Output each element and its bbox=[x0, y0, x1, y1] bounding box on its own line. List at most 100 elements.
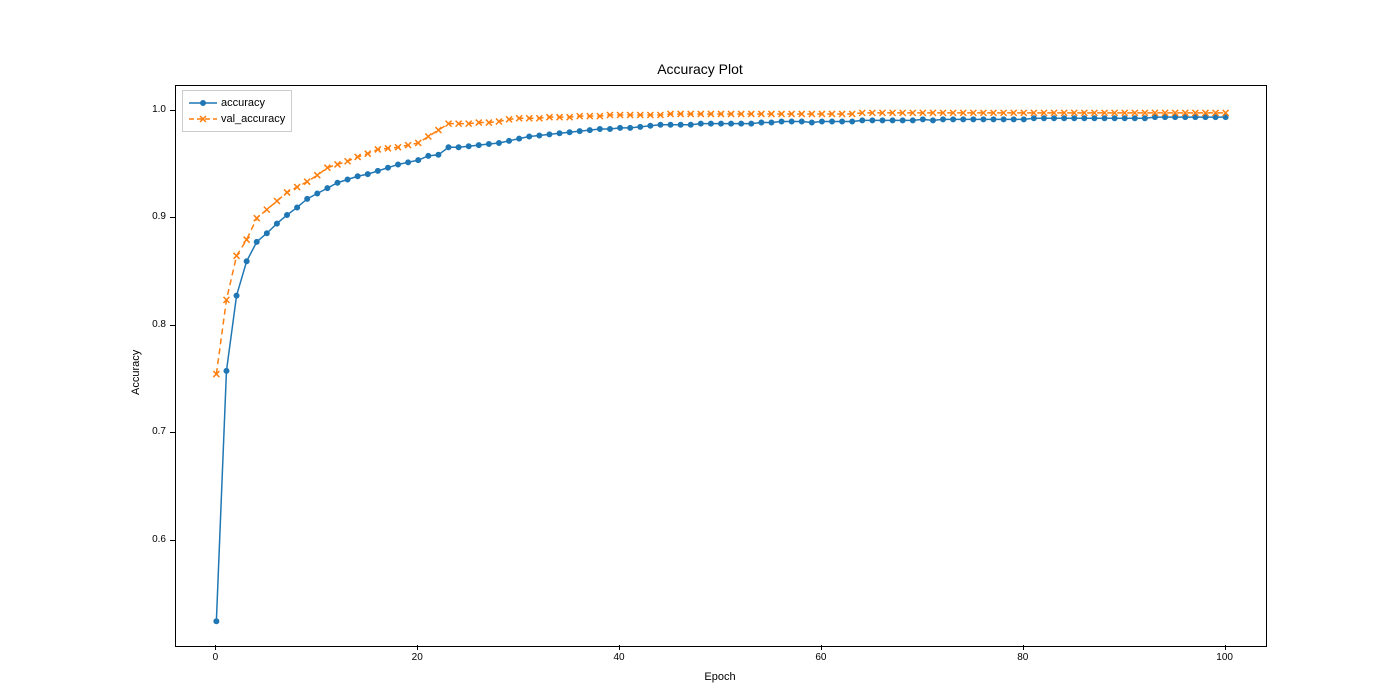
series-marker-accuracy bbox=[527, 134, 532, 139]
series-marker-accuracy bbox=[396, 162, 401, 167]
series-marker-accuracy bbox=[739, 121, 744, 126]
series-marker-accuracy bbox=[708, 121, 713, 126]
legend: accuracyval_accuracy bbox=[182, 90, 292, 132]
y-axis-label: Accuracy bbox=[130, 350, 142, 395]
x-tick bbox=[417, 645, 418, 650]
series-marker-accuracy bbox=[547, 132, 552, 137]
series-marker-val_accuracy bbox=[314, 172, 320, 178]
y-tick bbox=[170, 540, 175, 541]
series-marker-accuracy bbox=[789, 119, 794, 124]
plot-area: accuracyval_accuracy bbox=[175, 85, 1267, 647]
series-marker-accuracy bbox=[315, 191, 320, 196]
series-marker-accuracy bbox=[890, 118, 895, 123]
series-marker-accuracy bbox=[840, 119, 845, 124]
series-marker-accuracy bbox=[799, 119, 804, 124]
x-tick-label: 80 bbox=[1013, 652, 1033, 663]
series-marker-accuracy bbox=[880, 118, 885, 123]
x-tick bbox=[215, 645, 216, 650]
series-marker-val_accuracy bbox=[425, 134, 431, 140]
series-marker-accuracy bbox=[1062, 116, 1067, 121]
y-tick bbox=[170, 432, 175, 433]
series-marker-accuracy bbox=[1001, 117, 1006, 122]
series-marker-val_accuracy bbox=[345, 158, 351, 164]
x-tick bbox=[619, 645, 620, 650]
y-tick-label: 0.7 bbox=[152, 426, 166, 437]
series-marker-accuracy bbox=[1092, 116, 1097, 121]
series-marker-accuracy bbox=[587, 128, 592, 133]
series-marker-accuracy bbox=[749, 121, 754, 126]
series-marker-val_accuracy bbox=[304, 179, 310, 185]
series-marker-accuracy bbox=[406, 160, 411, 165]
series-marker-accuracy bbox=[900, 118, 905, 123]
x-tick-label: 60 bbox=[811, 652, 831, 663]
series-marker-accuracy bbox=[214, 619, 219, 624]
series-marker-accuracy bbox=[628, 125, 633, 130]
series-marker-accuracy bbox=[618, 125, 623, 130]
x-axis-label: Epoch bbox=[175, 671, 1265, 683]
plot-svg bbox=[176, 86, 1266, 646]
series-line-val_accuracy bbox=[216, 113, 1225, 374]
series-marker-accuracy bbox=[719, 121, 724, 126]
legend-label: val_accuracy bbox=[221, 113, 285, 125]
y-tick-label: 0.6 bbox=[152, 534, 166, 545]
series-marker-accuracy bbox=[517, 136, 522, 141]
series-marker-accuracy bbox=[264, 231, 269, 236]
y-tick-label: 0.8 bbox=[152, 319, 166, 330]
series-marker-accuracy bbox=[446, 145, 451, 150]
series-marker-accuracy bbox=[234, 293, 239, 298]
legend-sample bbox=[189, 97, 217, 109]
accuracy-chart: Accuracy Plot accuracyval_accuracy Epoch… bbox=[0, 0, 1400, 700]
x-tick bbox=[1225, 645, 1226, 650]
series-marker-accuracy bbox=[295, 205, 300, 210]
series-marker-accuracy bbox=[981, 117, 986, 122]
series-marker-accuracy bbox=[870, 118, 875, 123]
series-marker-accuracy bbox=[557, 131, 562, 136]
legend-item: val_accuracy bbox=[189, 111, 285, 127]
series-marker-accuracy bbox=[597, 126, 602, 131]
y-tick bbox=[170, 325, 175, 326]
series-marker-accuracy bbox=[1082, 116, 1087, 121]
series-marker-val_accuracy bbox=[284, 189, 290, 195]
series-marker-accuracy bbox=[436, 152, 441, 157]
series-marker-accuracy bbox=[416, 158, 421, 163]
series-marker-accuracy bbox=[850, 119, 855, 124]
series-marker-accuracy bbox=[1021, 117, 1026, 122]
series-marker-accuracy bbox=[698, 121, 703, 126]
x-tick-label: 100 bbox=[1215, 652, 1235, 663]
x-tick-label: 20 bbox=[407, 652, 427, 663]
series-marker-accuracy bbox=[224, 368, 229, 373]
series-marker-val_accuracy bbox=[234, 253, 240, 259]
series-marker-val_accuracy bbox=[264, 207, 270, 213]
series-marker-accuracy bbox=[941, 117, 946, 122]
series-marker-accuracy bbox=[668, 122, 673, 127]
series-marker-accuracy bbox=[426, 153, 431, 158]
series-marker-accuracy bbox=[759, 120, 764, 125]
series-marker-accuracy bbox=[1052, 116, 1057, 121]
x-tick-label: 40 bbox=[609, 652, 629, 663]
series-marker-accuracy bbox=[819, 119, 824, 124]
series-marker-accuracy bbox=[1011, 117, 1016, 122]
series-marker-accuracy bbox=[244, 259, 249, 264]
y-tick bbox=[170, 217, 175, 218]
series-marker-val_accuracy bbox=[435, 127, 441, 133]
series-marker-accuracy bbox=[1132, 116, 1137, 121]
series-marker-accuracy bbox=[274, 221, 279, 226]
series-marker-accuracy bbox=[466, 144, 471, 149]
series-marker-accuracy bbox=[1112, 116, 1117, 121]
series-marker-accuracy bbox=[385, 165, 390, 170]
series-marker-accuracy bbox=[335, 180, 340, 185]
series-marker-accuracy bbox=[507, 138, 512, 143]
series-marker-accuracy bbox=[365, 172, 370, 177]
y-tick-label: 0.9 bbox=[152, 211, 166, 222]
series-marker-accuracy bbox=[830, 119, 835, 124]
series-marker-accuracy bbox=[688, 122, 693, 127]
legend-sample bbox=[189, 113, 217, 125]
series-marker-accuracy bbox=[1031, 116, 1036, 121]
series-marker-accuracy bbox=[971, 117, 976, 122]
x-tick bbox=[821, 645, 822, 650]
series-marker-accuracy bbox=[254, 239, 259, 244]
series-marker-accuracy bbox=[285, 212, 290, 217]
series-marker-accuracy bbox=[951, 117, 956, 122]
y-tick-label: 1.0 bbox=[152, 104, 166, 115]
series-marker-accuracy bbox=[537, 133, 542, 138]
